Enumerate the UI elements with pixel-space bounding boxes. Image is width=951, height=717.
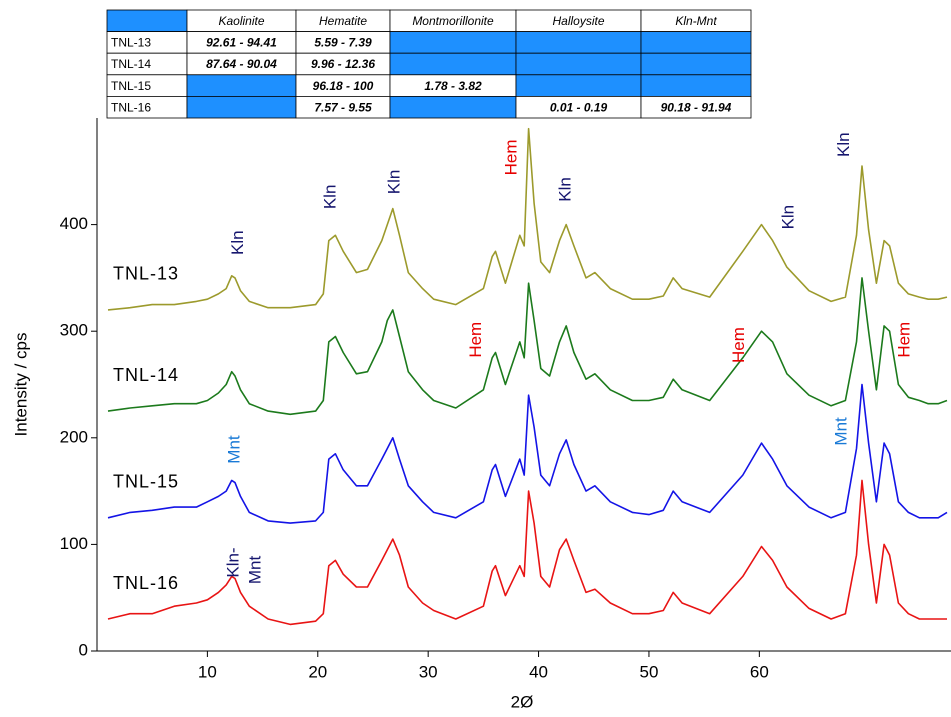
table-cell-text: 9.96 - 12.36 [311, 57, 375, 71]
peak-annotation: Hem [895, 322, 914, 358]
table-cell-text: 92.61 - 94.41 [206, 36, 277, 50]
x-tick-label: 50 [639, 662, 658, 681]
table-cell [186, 96, 297, 119]
table-cell [640, 74, 752, 97]
x-tick-label: 40 [529, 662, 548, 681]
table-cell [515, 52, 642, 76]
table-cell [640, 31, 752, 54]
y-tick-label: 300 [60, 321, 88, 340]
peak-annotation: Hem [466, 322, 485, 358]
peak-annotation: Kln- [223, 547, 242, 577]
peak-annotation: Mnt [224, 435, 243, 464]
series-line [107, 277, 948, 416]
peak-annotation: Mnt [245, 556, 264, 585]
table-cell [640, 96, 752, 119]
table-cell-text: 0.01 - 0.19 [550, 100, 608, 114]
table-header: Kaolinite [218, 14, 264, 28]
peak-annotation: Hem [502, 139, 521, 175]
peak-annotation: Mnt [832, 417, 851, 446]
series-line [107, 127, 948, 311]
series-label: TNL-13 [113, 264, 179, 284]
table-cell [515, 74, 642, 97]
peak-annotation: Hem [729, 327, 748, 363]
table-cell-text: 90.18 - 91.94 [661, 100, 732, 114]
x-tick-label: 30 [419, 662, 438, 681]
table-cell-text: TNL-14 [111, 57, 151, 71]
table-cell [515, 31, 642, 54]
y-axis-label: Intensity / cps [11, 333, 30, 437]
table-cell [389, 52, 517, 76]
peak-annotation: Kln [779, 205, 798, 230]
table-cell-text: TNL-16 [111, 100, 151, 114]
table-header: Halloysite [552, 14, 604, 28]
x-tick-label: 60 [750, 662, 769, 681]
x-axis-label: 2Ø [511, 692, 534, 711]
table-cell-text: 7.57 - 9.55 [314, 100, 372, 114]
peak-annotation: Kln [834, 132, 853, 157]
peak-annotation: Kln [385, 170, 404, 195]
y-tick-label: 100 [60, 534, 88, 553]
x-tick-label: 10 [198, 662, 217, 681]
peak-annotation: Kln [556, 177, 575, 202]
table-cell [389, 31, 517, 54]
series-label: TNL-16 [113, 573, 179, 593]
y-tick-label: 0 [79, 640, 88, 659]
table-header: Kln-Mnt [675, 14, 717, 28]
table-cell-text: TNL-13 [111, 36, 151, 50]
series-line [107, 479, 947, 626]
peak-annotation: Kln [321, 185, 340, 210]
table-cell-text: TNL-15 [111, 79, 151, 93]
table-cell-text: 87.64 - 90.04 [206, 57, 277, 71]
y-tick-label: 400 [60, 214, 88, 233]
table-cell-text: 1.78 - 3.82 [424, 79, 482, 93]
series-line [107, 383, 948, 524]
series-label: TNL-15 [113, 472, 179, 492]
table-header: Montmorillonite [412, 14, 494, 28]
y-tick-label: 200 [60, 427, 88, 446]
table-cell [186, 74, 297, 97]
table-cell [640, 52, 752, 76]
peak-annotation: Kln [228, 230, 247, 255]
composition-table: Kaolinite Hematite Montmorillonite Halloysi… [106, 9, 752, 119]
table-header: Hematite [319, 14, 367, 28]
table-cell-text: 96.18 - 100 [313, 79, 374, 93]
table-cell-text: 5.59 - 7.39 [314, 36, 372, 50]
table-cell [389, 96, 517, 119]
table-cell [106, 9, 188, 33]
series-label: TNL-14 [113, 365, 179, 385]
x-tick-label: 20 [308, 662, 327, 681]
